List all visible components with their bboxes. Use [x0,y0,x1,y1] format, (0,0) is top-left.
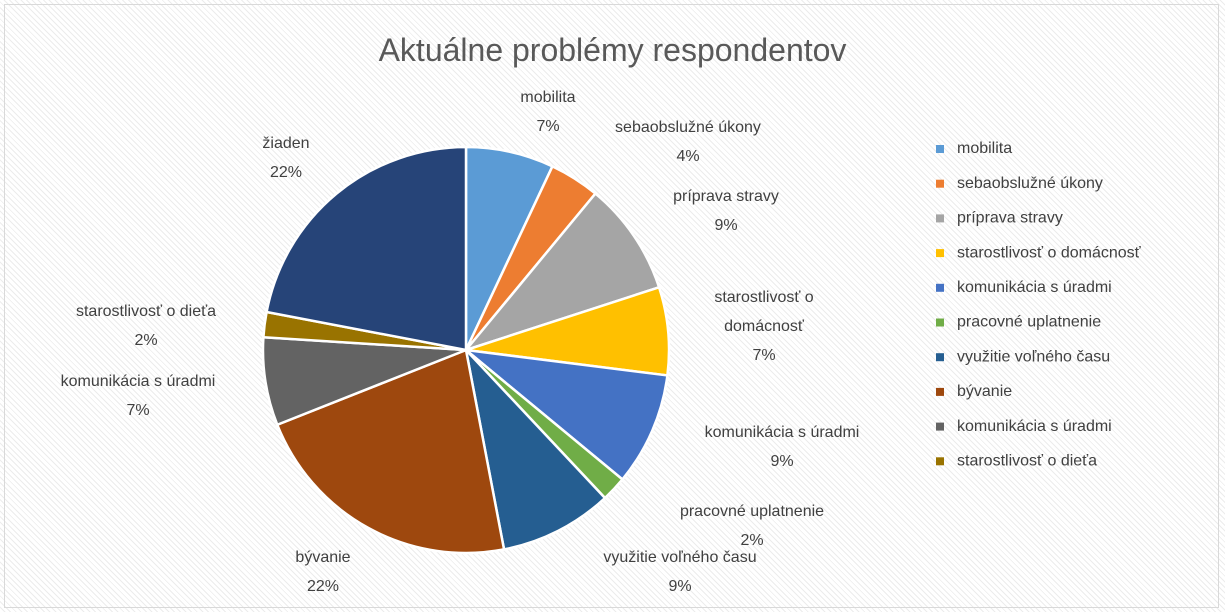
legend-swatch [936,387,944,396]
pie-slice [463,346,607,551]
chart-border [4,4,1219,608]
data-label-category: pracovné uplatnenie [679,503,825,520]
data-label-value: 4% [676,148,700,165]
data-label-category: bývanie [295,549,351,566]
legend-swatch [936,318,944,327]
data-label-category: sebaobslužné úkony [615,119,761,136]
data-label: mobilita 7% [448,83,648,141]
data-label-category: mobilita [520,89,576,106]
legend-swatch [936,457,944,466]
data-label-value: 7% [536,118,560,135]
data-label-value: 2% [740,532,764,549]
data-label-value: 9% [714,217,738,234]
data-label-category: starostlivosť o domácnosť [714,289,814,335]
data-label-category: komunikácia s úradmi [704,424,860,441]
legend-label: príprava stravy [957,210,1063,227]
data-label: starostlivosť o dieťa 2% [26,297,266,355]
data-label: bývanie 22% [223,543,423,601]
legend-swatch [936,214,944,223]
legend-swatch [936,145,944,153]
data-label-value: 7% [126,402,150,419]
legend-label: využitie voľného času [957,348,1110,365]
data-label-category: využitie voľného času [603,549,757,566]
data-label-category: starostlivosť o dieťa [75,303,217,320]
data-label: využitie voľného času 9% [560,543,800,601]
data-label-category: príprava stravy [673,188,779,205]
data-label-value: 9% [770,453,794,470]
legend-label: komunikácia s úradmi [957,418,1112,435]
legend-label: starostlivosť o domácnosť [957,244,1142,261]
legend-swatch [936,283,944,292]
chart-title: Aktuálne problémy respondentov [378,32,847,68]
data-label-value: 9% [668,578,692,595]
legend-label: mobilita [957,140,1012,157]
pie-slice [462,191,661,353]
pie-slice [265,145,468,352]
legend-swatch [936,249,944,258]
legend-label: pracovné uplatnenie [957,314,1101,331]
pie-slice [275,348,506,555]
legend-label: komunikácia s úradmi [957,279,1112,296]
data-label-category: komunikácia s úradmi [60,373,216,390]
data-label: komunikácia s úradmi 7% [18,367,258,425]
legend-label: bývanie [957,383,1012,400]
data-label-value: 22% [306,578,340,595]
data-label: žiaden 22% [186,129,386,187]
data-label: starostlivosť o domácnosť 7% [679,283,849,370]
data-label-value: 2% [134,332,158,349]
data-label: komunikácia s úradmi 9% [662,418,902,476]
legend-swatch [936,179,944,188]
data-label-value: 7% [752,347,776,364]
legend-swatch [936,422,944,431]
legend-label: sebaobslužné úkony [957,175,1103,192]
data-label: pracovné uplatnenie 2% [642,497,862,555]
data-label: sebaobslužné úkony 4% [568,113,808,171]
pie-slice [461,348,669,482]
data-label-category: žiaden [262,135,310,152]
legend-swatch [936,353,944,362]
data-label-value: 22% [269,164,303,181]
legend-label: starostlivosť o dieťa [957,453,1097,470]
data-label: príprava stravy 9% [616,182,836,240]
